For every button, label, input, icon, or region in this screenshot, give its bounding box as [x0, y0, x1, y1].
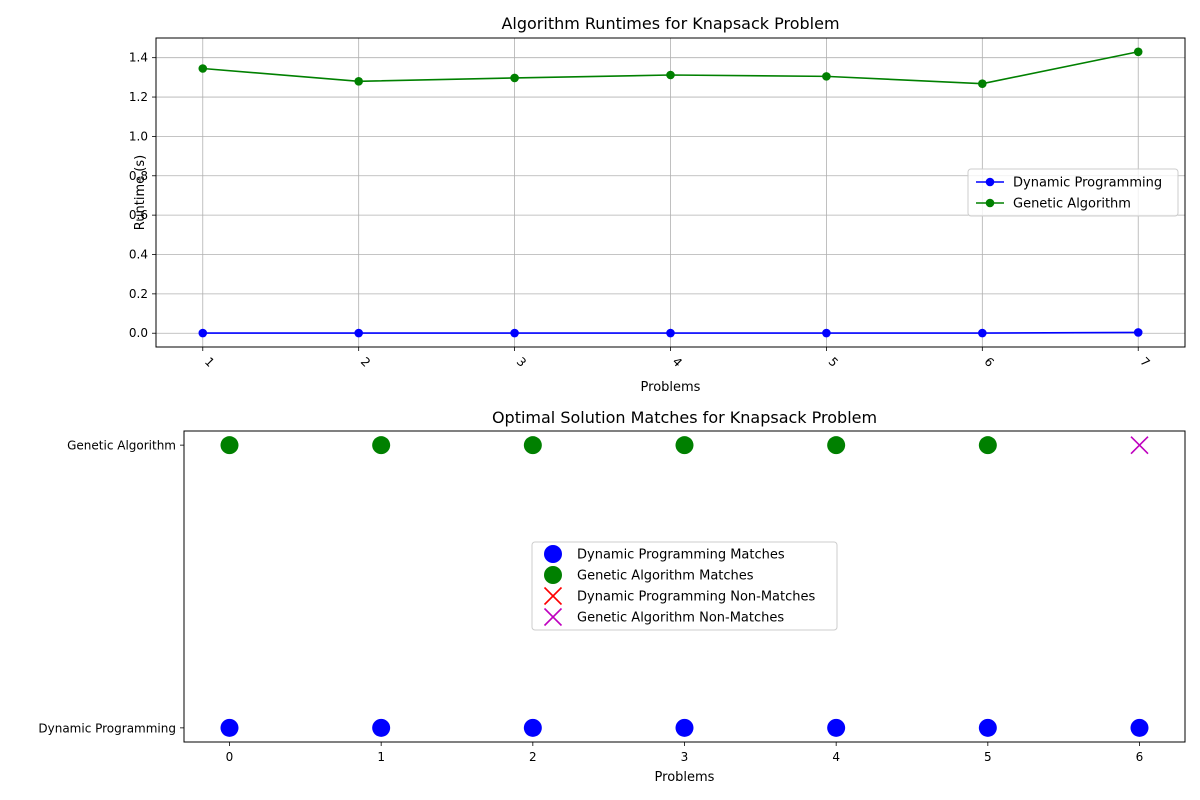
runtime-legend-box — [967, 168, 1179, 217]
dynamic-programming-point-1 — [198, 328, 208, 338]
legend-label-dynamic-programming-matches: Dynamic Programming Matches — [577, 548, 785, 563]
genetic-algorithm-matches-point-3 — [675, 436, 694, 455]
genetic-algorithm-point-7 — [1133, 47, 1143, 57]
y-tick-label-7: 1.4 — [129, 51, 148, 65]
legend-label-dynamic-programming: Dynamic Programming — [1013, 176, 1162, 191]
x-tick-label-4: 4 — [670, 355, 685, 370]
x-tick-label-4: 4 — [832, 750, 840, 764]
dynamic-programming-point-7 — [1133, 328, 1143, 337]
matches-legend: Dynamic Programming Matches Genetic Algor… — [531, 541, 838, 631]
genetic-algorithm-non-matches-point-6 — [1130, 436, 1149, 455]
matches-x-axis-label: Problems — [655, 770, 715, 785]
genetic-algorithm-matches-point-1 — [372, 436, 391, 455]
dynamic-programming-point-2 — [354, 328, 363, 338]
legend-marker-dynamic-programming — [985, 177, 995, 187]
matches-legend-box — [531, 541, 838, 631]
genetic-algorithm-point-5 — [822, 72, 831, 81]
dynamic-programming-matches-point-5 — [978, 718, 997, 737]
runtime-x-axis-label: Problems — [641, 380, 701, 395]
legend-label-genetic-algorithm: Genetic Algorithm — [1013, 197, 1131, 212]
x-tick-label-2: 2 — [358, 355, 373, 370]
matches-x-ticks: 0 1 2 3 4 5 6 — [226, 742, 1144, 764]
runtime-grid — [156, 38, 1185, 347]
y-tick-label-4: 0.8 — [129, 169, 148, 183]
genetic-algorithm-matches-point-4 — [827, 436, 846, 455]
genetic-algorithm-point-1 — [198, 64, 208, 73]
legend-marker-genetic-algorithm — [985, 198, 995, 208]
x-tick-label-3: 3 — [681, 750, 689, 764]
runtime-chart-title: Algorithm Runtimes for Knapsack Problem — [501, 14, 839, 33]
dynamic-programming-matches-point-3 — [675, 718, 694, 737]
x-tick-label-1: 1 — [377, 750, 385, 764]
legend-label-dynamic-programming-non-matches: Dynamic Programming Non-Matches — [577, 590, 815, 605]
legend-marker-dynamic-programming-matches — [544, 545, 562, 563]
runtime-y-ticks: 0.0 0.2 0.4 0.6 0.8 1.0 1.2 1.4 — [129, 51, 156, 340]
genetic-algorithm-point-2 — [354, 76, 363, 86]
x-tick-label-5: 5 — [984, 750, 992, 764]
dynamic-programming-point-3 — [510, 328, 519, 338]
y-tick-label-dynamic-programming: Dynamic Programming — [38, 721, 176, 735]
dynamic-programming-point-6 — [978, 328, 987, 338]
dynamic-programming-matches-point-4 — [827, 718, 846, 737]
legend-marker-genetic-algorithm-matches — [544, 566, 562, 584]
runtime-series-points — [198, 47, 1143, 338]
x-tick-label-0: 0 — [226, 750, 234, 764]
legend-label-genetic-algorithm-matches: Genetic Algorithm Matches — [577, 569, 754, 584]
dynamic-programming-matches-point-2 — [523, 718, 542, 737]
matches-y-ticks: Dynamic Programming Genetic Algorithm — [38, 439, 184, 735]
x-tick-label-7: 7 — [1137, 355, 1152, 370]
runtime-legend: Dynamic Programming Genetic Algorithm — [967, 168, 1179, 217]
matches-chart-title: Optimal Solution Matches for Knapsack Pr… — [492, 408, 877, 427]
genetic-algorithm-matches-point-2 — [523, 436, 542, 455]
y-tick-label-0: 0.0 — [129, 326, 148, 340]
legend-marker-genetic-algorithm-non-matches — [543, 607, 563, 627]
x-tick-label-6: 6 — [981, 355, 996, 370]
x-tick-label-6: 6 — [1136, 750, 1144, 764]
x-tick-label-2: 2 — [529, 750, 537, 764]
dynamic-programming-point-4 — [666, 328, 675, 338]
x-tick-label-3: 3 — [514, 355, 529, 370]
legend-marker-dynamic-programming-non-matches — [543, 586, 563, 606]
y-tick-label-genetic-algorithm: Genetic Algorithm — [67, 439, 176, 453]
y-tick-label-3: 0.6 — [129, 208, 148, 222]
genetic-algorithm-matches-point-0 — [220, 436, 239, 455]
dynamic-programming-matches-point-1 — [372, 718, 391, 737]
genetic-algorithm-point-4 — [666, 70, 675, 80]
y-tick-label-6: 1.2 — [129, 90, 148, 104]
runtime-y-axis-label: Runtime (s) — [133, 155, 148, 230]
x-tick-label-5: 5 — [826, 355, 841, 370]
genetic-algorithm-matches-point-5 — [978, 436, 997, 455]
y-tick-label-1: 0.2 — [129, 287, 148, 301]
matches-chart: 0 1 2 3 4 5 6 Dynamic Programming Genetic Algor… — [38, 408, 1186, 785]
legend-label-genetic-algorithm-non-matches: Genetic Algorithm Non-Matches — [577, 611, 784, 626]
matches-series-points — [220, 436, 1149, 737]
dynamic-programming-point-5 — [822, 328, 831, 338]
genetic-algorithm-point-6 — [978, 79, 987, 88]
y-tick-label-5: 1.0 — [129, 129, 148, 143]
genetic-algorithm-point-3 — [510, 73, 519, 83]
y-tick-label-2: 0.4 — [129, 247, 148, 261]
runtime-x-ticks: 1 2 3 4 5 6 7 — [202, 347, 1153, 370]
dynamic-programming-matches-point-6 — [1130, 718, 1149, 737]
x-tick-label-1: 1 — [202, 355, 217, 370]
runtime-chart: 1 2 3 4 5 6 7 0.0 0.2 0.4 0.6 0.8 1.0 1.2 1.4 Algorit… — [129, 14, 1186, 395]
dynamic-programming-matches-point-0 — [220, 718, 239, 737]
